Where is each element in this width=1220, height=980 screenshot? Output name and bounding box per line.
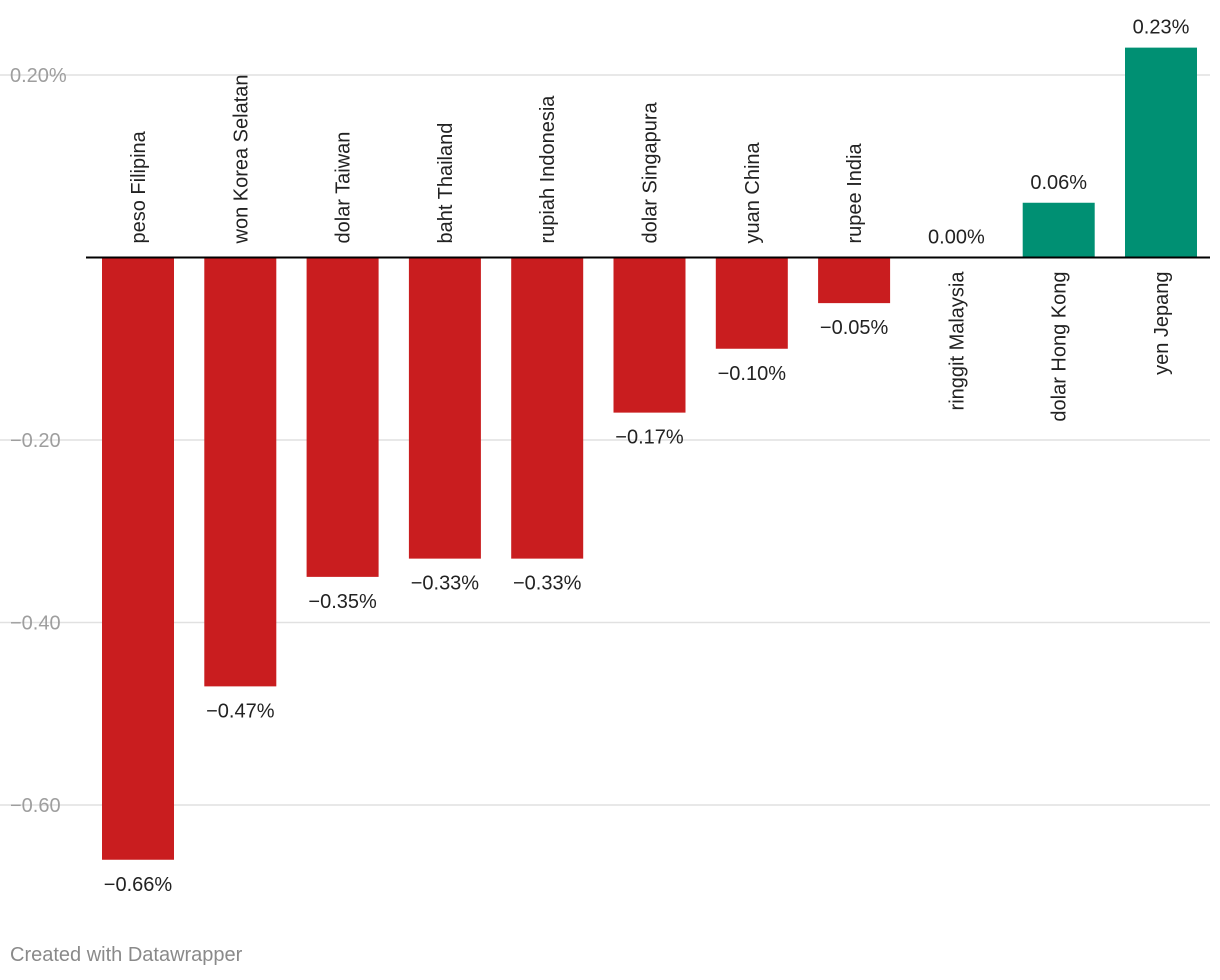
value-labels: −0.66% −0.47% −0.35% −0.33% −0.33% −0.17% −0.1…: [104, 17, 1190, 896]
bar: [408, 257, 481, 559]
y-tick-label: −0.60: [10, 795, 61, 817]
value-label: −0.17%: [615, 427, 684, 449]
category-label: yen Jepang: [1151, 272, 1173, 375]
category-label: rupiah Indonesia: [537, 95, 559, 244]
bar: [511, 257, 584, 559]
category-label: dolar Hong Kong: [1049, 272, 1071, 422]
bar: [204, 257, 277, 687]
bar: [1022, 202, 1095, 258]
bar: [613, 257, 686, 413]
value-label: −0.33%: [513, 573, 582, 595]
bar: [1125, 47, 1197, 258]
y-tick-label: −0.40: [10, 613, 61, 635]
y-tick-label: 0.20%: [10, 65, 67, 87]
value-label: −0.66%: [104, 874, 173, 896]
category-label: ringgit Malaysia: [946, 271, 968, 411]
y-tick-label: −0.20: [10, 430, 61, 452]
category-labels: peso Filipina won Korea Selatan dolar Taiw…: [128, 74, 1173, 421]
value-label: −0.10%: [718, 363, 787, 385]
category-label: rupee India: [844, 143, 866, 244]
bars: [102, 47, 1197, 860]
bar: [102, 257, 174, 860]
datawrapper-credit: Created with Datawrapper: [10, 944, 243, 966]
bar: [818, 257, 891, 304]
value-label: −0.47%: [206, 700, 275, 722]
grid-lines: [0, 74, 1210, 806]
bar: [715, 257, 788, 349]
value-label: −0.05%: [820, 317, 889, 339]
bar: [306, 257, 379, 577]
category-label: baht Thailand: [435, 123, 457, 244]
bar-chart: 0.20%−0.20−0.40−0.60 −0.66%−0.47%−0.35%−…: [0, 17, 1210, 896]
value-label: 0.06%: [1030, 172, 1087, 194]
value-label: 0.00%: [928, 227, 985, 249]
value-label: 0.23%: [1133, 17, 1190, 39]
category-label: yuan China: [742, 141, 764, 243]
category-label: peso Filipina: [128, 130, 150, 243]
y-axis-tick-labels: 0.20% −0.20 −0.40 −0.60: [10, 65, 67, 817]
category-label: won Korea Selatan: [230, 74, 252, 244]
value-label: −0.35%: [308, 591, 377, 613]
value-label: −0.33%: [411, 573, 480, 595]
category-label: dolar Taiwan: [333, 132, 355, 244]
category-label: dolar Singapura: [640, 101, 662, 243]
